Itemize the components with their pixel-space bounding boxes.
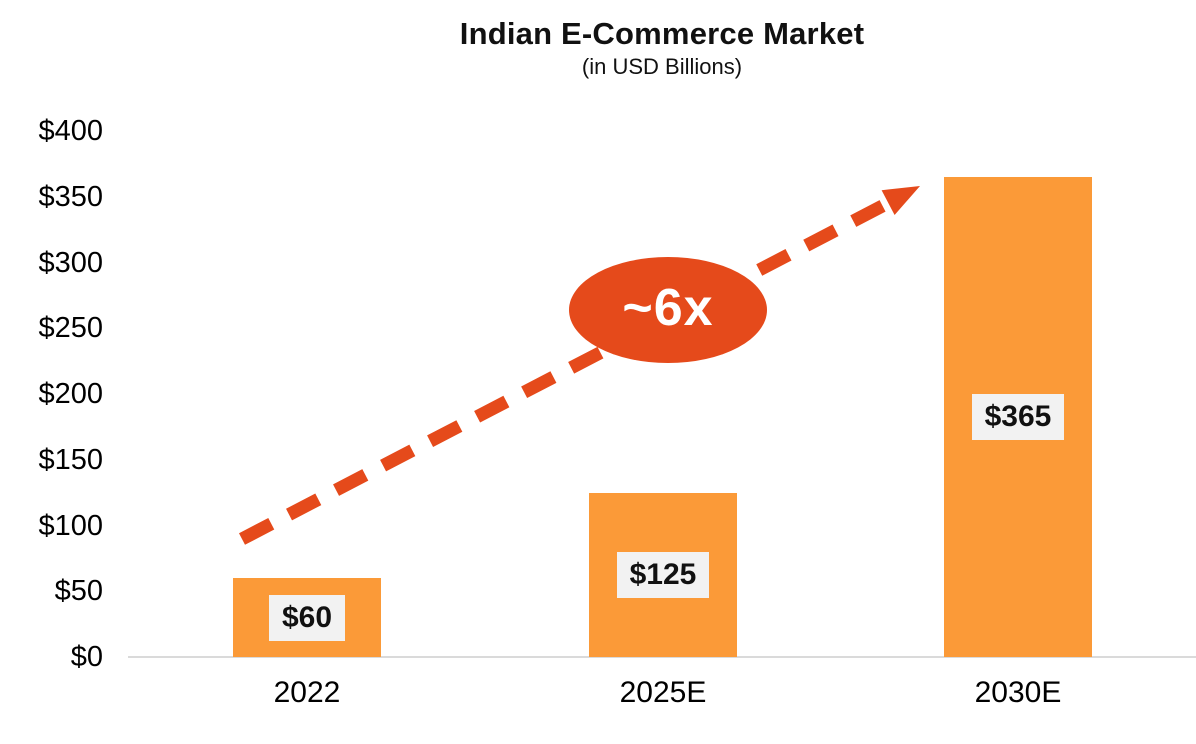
y-tick-label: $0 [70, 641, 103, 673]
chart-title: Indian E-Commerce Market [459, 16, 865, 51]
y-tick-label: $300 [38, 246, 103, 279]
y-tick-label: $350 [38, 180, 103, 213]
y-tick-label: $400 [38, 115, 103, 147]
growth-multiplier-badge: ~6x [569, 257, 767, 363]
bar-value-label: $125 [616, 551, 710, 598]
growth-multiplier-label: ~6x [622, 279, 714, 337]
x-axis-line [128, 656, 1196, 658]
bar: $125 [589, 492, 737, 657]
x-tick-label: 2030E [974, 676, 1062, 709]
y-tick-label: $100 [38, 509, 103, 542]
bar-value-label: $60 [268, 594, 346, 641]
bar-value-label: $365 [971, 394, 1065, 440]
y-tick-label: $50 [54, 575, 103, 608]
chart-subtitle: (in USD Billions) [581, 54, 743, 79]
bar: $60 [233, 578, 381, 657]
y-tick-label: $200 [38, 378, 103, 410]
y-tick-label: $150 [38, 443, 103, 476]
bar: $365 [944, 177, 1092, 657]
x-tick-label: 2022 [273, 676, 341, 709]
x-tick-label: 2025E [619, 676, 707, 709]
y-tick-label: $250 [38, 312, 103, 345]
